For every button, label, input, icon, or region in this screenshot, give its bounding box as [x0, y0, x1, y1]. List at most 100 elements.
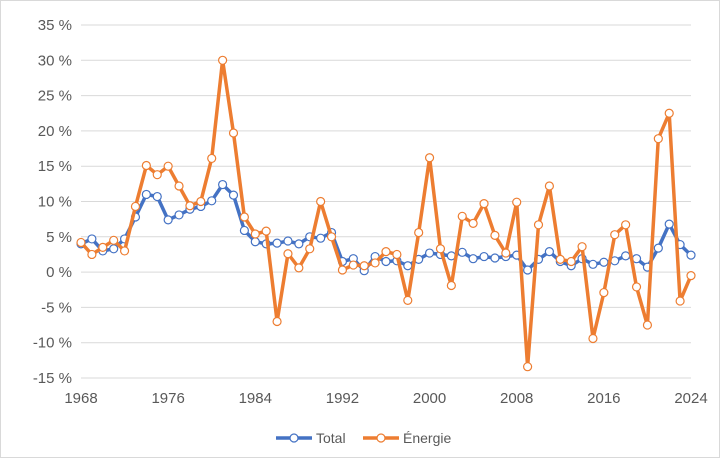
data-point: [435, 244, 446, 254]
data-point: [316, 233, 326, 243]
data-point: [501, 248, 511, 258]
data-point: [316, 196, 326, 207]
series-layer: [76, 55, 696, 372]
data-point: [294, 263, 304, 273]
y-tick-label: 20 %: [38, 123, 72, 140]
legend-marker: [289, 433, 299, 443]
data-point: [577, 242, 587, 252]
series-2: [76, 55, 696, 372]
data-point: [163, 161, 173, 171]
y-tick-label: 0 %: [46, 264, 72, 281]
data-point: [250, 237, 260, 247]
legend-label: Énergie: [403, 430, 451, 446]
x-tick-label: 2024: [674, 390, 707, 407]
data-point: [370, 258, 380, 268]
data-point: [348, 260, 358, 270]
data-point: [544, 247, 554, 257]
y-axis-labels: 35 % 30 % 25 % 20 % 15 % 10 % 5 % 0 % -5 % -10 % -…: [33, 17, 72, 387]
data-point: [664, 108, 674, 118]
data-point: [239, 212, 249, 222]
data-point: [283, 249, 293, 259]
data-point: [653, 243, 663, 253]
data-point: [544, 181, 554, 191]
data-point: [326, 232, 337, 242]
data-point: [381, 256, 391, 267]
data-point: [457, 211, 467, 221]
data-point: [555, 254, 565, 264]
data-point: [533, 220, 544, 230]
legend-item: Énergie: [363, 430, 451, 446]
data-point: [141, 189, 151, 200]
y-tick-label: -10 %: [33, 335, 72, 352]
data-point: [490, 253, 500, 263]
data-point: [218, 179, 228, 190]
data-point: [664, 219, 674, 229]
data-point: [239, 225, 249, 236]
data-point: [468, 218, 478, 228]
data-point: [207, 196, 217, 206]
data-point: [109, 235, 119, 245]
data-point: [631, 282, 642, 292]
data-point: [141, 160, 151, 171]
data-point: [675, 296, 685, 306]
data-point: [152, 170, 162, 180]
data-point: [599, 287, 609, 298]
data-point: [207, 153, 217, 164]
data-point: [98, 242, 108, 252]
y-tick-label: -5 %: [41, 299, 72, 316]
data-point: [588, 259, 598, 269]
data-point: [337, 265, 348, 275]
x-tick-label: 2016: [587, 390, 620, 407]
data-point: [523, 362, 533, 372]
x-tick-label: 1984: [239, 390, 272, 407]
data-point: [218, 55, 228, 65]
data-point: [403, 261, 413, 271]
y-tick-label: -15 %: [33, 370, 72, 387]
data-point: [272, 316, 282, 327]
data-point: [653, 134, 663, 144]
y-tick-label: 35 %: [38, 17, 72, 34]
data-point: [87, 234, 97, 244]
data-point: [381, 247, 391, 257]
data-point: [283, 236, 293, 246]
data-point: [479, 251, 489, 262]
legend-label: Total: [316, 430, 346, 446]
data-point: [87, 249, 97, 260]
data-point: [185, 201, 195, 211]
y-tick-label: 30 %: [38, 52, 72, 69]
data-point: [686, 250, 696, 260]
y-tick-label: 10 %: [38, 194, 72, 211]
data-point: [272, 238, 282, 248]
gridlines: [81, 24, 691, 379]
x-tick-label: 1968: [64, 390, 97, 407]
legend-item: Total: [276, 430, 346, 446]
data-point: [588, 333, 598, 344]
data-point: [228, 190, 239, 200]
data-point: [359, 261, 369, 271]
x-tick-label: 2008: [500, 390, 533, 407]
y-tick-label: 25 %: [38, 88, 72, 105]
data-point: [468, 254, 478, 264]
data-point: [294, 239, 304, 249]
data-point: [424, 153, 435, 163]
data-point: [392, 249, 402, 260]
x-tick-label: 1976: [151, 390, 184, 407]
series-1: [76, 179, 696, 276]
data-point: [621, 220, 631, 230]
data-point: [109, 244, 119, 254]
data-point: [163, 215, 173, 225]
x-tick-label: 2000: [413, 390, 446, 407]
data-point: [621, 251, 631, 261]
data-point: [610, 230, 620, 240]
data-point: [686, 271, 696, 281]
y-tick-label: 5 %: [46, 229, 72, 246]
data-point: [414, 227, 424, 238]
data-point: [130, 201, 141, 212]
data-point: [490, 230, 500, 240]
series-line: [79, 58, 693, 369]
data-point: [424, 248, 435, 258]
data-point: [174, 210, 184, 220]
data-point: [642, 320, 653, 330]
